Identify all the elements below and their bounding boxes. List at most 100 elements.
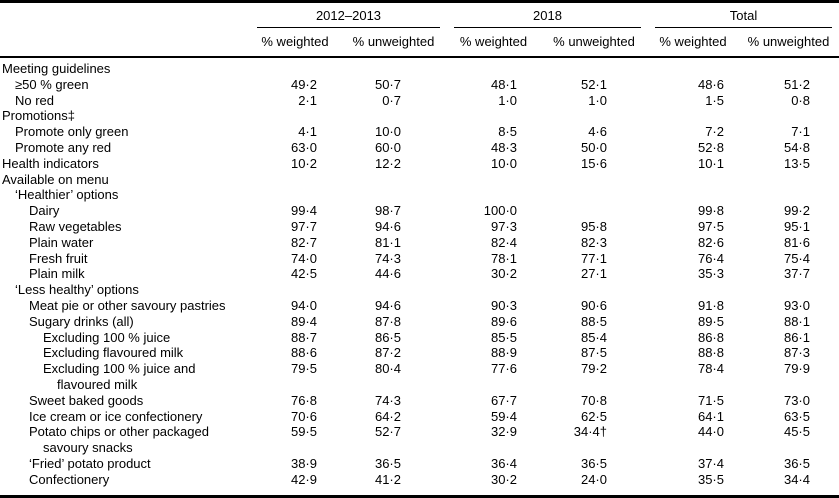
cell-2012-2013-weighted: 94·0 <box>290 297 317 313</box>
stub-header-empty <box>0 28 250 56</box>
cell-2012-2013-weighted: 88·6 <box>290 345 317 361</box>
cell-2018-unweighted: 70·8 <box>580 392 607 408</box>
table-row: Excluding 100 % juice and flavoured milk… <box>0 361 839 393</box>
cell-2012-2013-unweighted <box>340 187 447 203</box>
table-row: Potato chips or other packaged savoury s… <box>0 424 839 456</box>
cell-2012-2013-unweighted <box>340 172 447 188</box>
cell-total-unweighted: 37·7 <box>783 266 810 282</box>
cell-2018-weighted: 30·2 <box>490 471 517 487</box>
cell-total-unweighted <box>738 61 839 77</box>
cell-total-unweighted <box>738 282 839 298</box>
cell-2018-unweighted <box>540 203 648 219</box>
cell-2012-2013-weighted <box>250 172 340 188</box>
column-group-total: Total <box>648 8 839 28</box>
cell-2018-weighted: 10·0 <box>490 155 517 171</box>
row-label: Dairy <box>29 203 60 219</box>
cell-total-unweighted: 88·1 <box>783 313 810 329</box>
table-subheader-row: % weighted % unweighted % weighted % unw… <box>0 28 839 58</box>
cell-2012-2013-unweighted: 81·1 <box>374 234 401 250</box>
cell-2018-weighted <box>447 187 540 203</box>
cell-2018-weighted: 32·9 <box>490 424 517 440</box>
cell-2012-2013-weighted <box>250 282 340 298</box>
cell-total-weighted: 35·3 <box>697 266 724 282</box>
cell-2018-unweighted: 24·0 <box>580 471 607 487</box>
cell-total-weighted: 82·6 <box>697 234 724 250</box>
table-row: Excluding flavoured milk 88·6 87·2 88·9 … <box>0 345 839 361</box>
cell-2012-2013-unweighted <box>340 108 447 124</box>
cell-2012-2013-weighted: 76·8 <box>290 392 317 408</box>
cell-2018-unweighted <box>540 172 648 188</box>
cell-total-unweighted: 86·1 <box>783 329 810 345</box>
cell-total-unweighted: 93·0 <box>783 297 810 313</box>
cell-total-weighted: 64·1 <box>697 408 724 424</box>
row-label: ≥50 % green <box>15 76 89 92</box>
cell-2018-unweighted: 87·5 <box>580 345 607 361</box>
cell-total-weighted: 91·8 <box>697 297 724 313</box>
row-label: Fresh fruit <box>29 250 88 266</box>
cell-2018-weighted: 30·2 <box>490 266 517 282</box>
cell-2012-2013-unweighted: 60·0 <box>374 139 401 155</box>
cell-2012-2013-unweighted: 44·6 <box>374 266 401 282</box>
cell-total-weighted: 52·8 <box>697 139 724 155</box>
cell-2018-weighted: 67·7 <box>490 392 517 408</box>
cell-total-weighted <box>648 61 738 77</box>
cell-2012-2013-weighted: 63·0 <box>290 139 317 155</box>
cell-2018-unweighted: 50·0 <box>580 139 607 155</box>
table-row: Promote any red 63·0 60·0 48·3 50·0 52·8… <box>0 140 839 156</box>
subheader-total-weighted: % weighted <box>659 34 727 49</box>
cell-2018-unweighted: 82·3 <box>580 234 607 250</box>
cell-2018-weighted: 100·0 <box>483 203 517 219</box>
cell-2018-unweighted: 1·0 <box>588 92 607 108</box>
cell-total-unweighted: 34·4 <box>783 471 810 487</box>
cell-2012-2013-weighted: 2·1 <box>298 92 317 108</box>
cell-2012-2013-unweighted: 94·6 <box>374 218 401 234</box>
cell-total-weighted: 88·8 <box>697 345 724 361</box>
column-group-2018: 2018 <box>447 8 648 28</box>
cell-2018-unweighted: 34·4† <box>573 424 607 440</box>
cell-2018-weighted: 82·4 <box>490 234 517 250</box>
row-label: Promote only green <box>15 124 129 140</box>
table-row: Excluding 100 % juice 88·7 86·5 85·5 85·… <box>0 330 839 346</box>
cell-2012-2013-weighted: 97·7 <box>290 218 317 234</box>
cell-2012-2013-weighted: 42·5 <box>290 266 317 282</box>
cell-total-unweighted: 75·4 <box>783 250 810 266</box>
cell-2018-weighted: 8·5 <box>498 124 517 140</box>
cell-2012-2013-weighted <box>250 187 340 203</box>
cell-2018-weighted <box>447 282 540 298</box>
cell-2018-weighted: 1·0 <box>498 92 517 108</box>
cell-2018-unweighted <box>540 108 648 124</box>
row-label: Ice cream or ice confectionery <box>29 408 203 424</box>
row-label: Excluding 100 % juice <box>43 329 171 345</box>
cell-total-unweighted: 99·2 <box>783 203 810 219</box>
cell-total-weighted: 7·2 <box>705 124 724 140</box>
cell-2012-2013-weighted <box>250 61 340 77</box>
table-row: ‘Fried’ potato product 38·9 36·5 36·4 36… <box>0 456 839 472</box>
cell-2012-2013-weighted: 79·5 <box>290 361 317 377</box>
cell-2018-weighted: 77·6 <box>490 361 517 377</box>
cell-2012-2013-unweighted: 87·8 <box>374 313 401 329</box>
column-group-label-2012-2013: 2012–2013 <box>257 8 440 28</box>
table-row: Sweet baked goods 76·8 74·3 67·7 70·8 71… <box>0 393 839 409</box>
table-row: ‘Less healthy’ options <box>0 282 839 298</box>
row-label: Sugary drinks (all) <box>29 313 134 329</box>
cell-2018-unweighted <box>540 61 648 77</box>
cell-2018-weighted <box>447 61 540 77</box>
cell-2018-weighted: 48·1 <box>490 76 517 92</box>
subheader-2012-2013-unweighted: % unweighted <box>352 34 435 49</box>
cell-total-weighted: 35·5 <box>697 471 724 487</box>
cell-2012-2013-unweighted: 94·6 <box>374 297 401 313</box>
cell-total-weighted: 86·8 <box>697 329 724 345</box>
cell-2018-unweighted: 95·8 <box>580 218 607 234</box>
cell-total-weighted: 71·5 <box>697 392 724 408</box>
cell-total-unweighted: 95·1 <box>783 218 810 234</box>
cell-2012-2013-unweighted: 64·2 <box>374 408 401 424</box>
table-row: Plain water 82·7 81·1 82·4 82·3 82·6 81·… <box>0 235 839 251</box>
cell-total-weighted <box>648 282 738 298</box>
cell-2012-2013-weighted: 4·1 <box>298 124 317 140</box>
cell-2018-weighted: 36·4 <box>490 455 517 471</box>
row-label: No red <box>15 92 55 108</box>
column-group-label-2018: 2018 <box>454 8 641 28</box>
row-label: Raw vegetables <box>29 218 122 234</box>
table-row: Raw vegetables 97·7 94·6 97·3 95·8 97·5 … <box>0 219 839 235</box>
cell-total-unweighted: 0·8 <box>791 92 810 108</box>
